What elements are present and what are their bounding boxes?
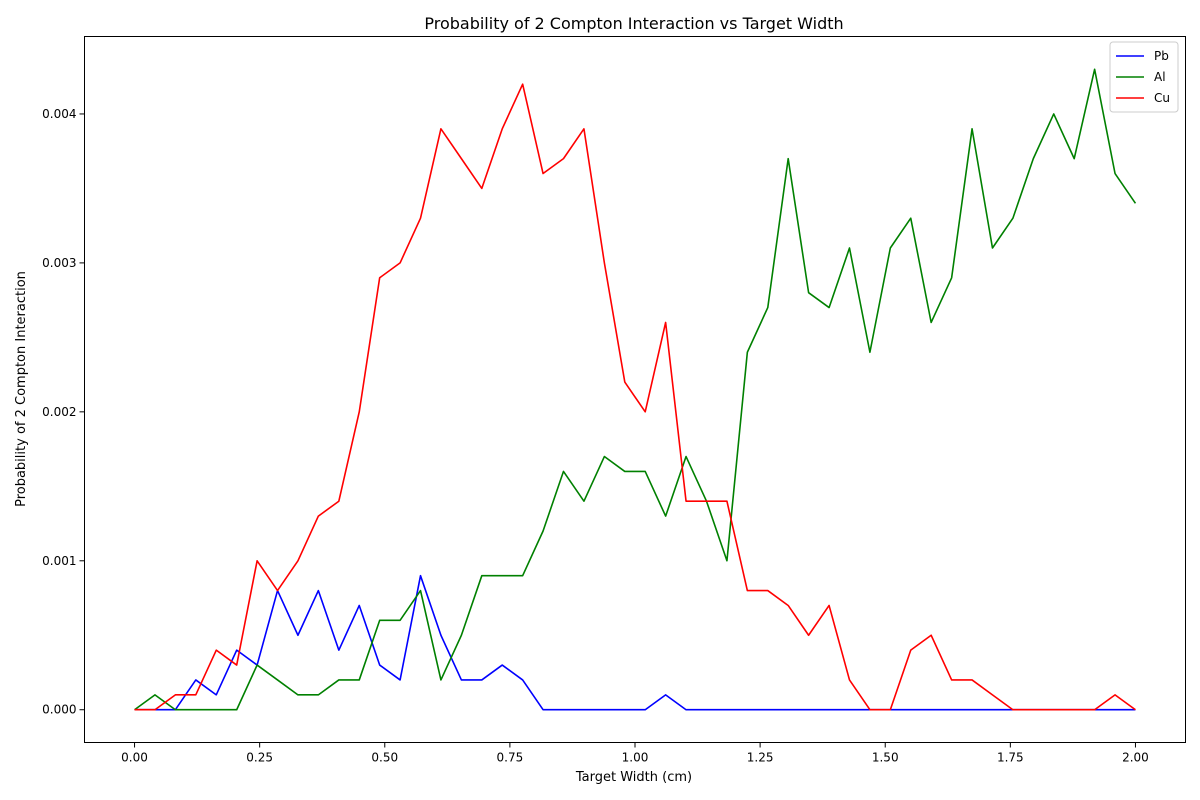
x-tick-label: 1.25 — [747, 751, 774, 765]
x-tick-label: 0.75 — [497, 751, 524, 765]
series-layer — [134, 68, 1137, 711]
y-tick-label: 0.004 — [42, 107, 76, 121]
legend-label-al: Al — [1154, 70, 1166, 84]
chart-title: Probability of 2 Compton Interaction vs … — [424, 14, 843, 33]
legend: Pb Al Cu — [1109, 41, 1179, 113]
x-tick-label: 1.75 — [997, 751, 1024, 765]
series-line-cu — [134, 83, 1136, 711]
legend-label-cu: Cu — [1154, 91, 1170, 105]
series-line-al — [134, 68, 1137, 711]
series-line-pb — [134, 574, 1136, 711]
y-axis-ticks: 0.000 0.001 0.002 0.003 0.004 — [42, 107, 85, 717]
x-tick-label: 2.00 — [1122, 751, 1149, 765]
y-tick-label: 0.001 — [42, 554, 76, 568]
x-tick-label: 0.25 — [246, 751, 273, 765]
y-tick-label: 0.002 — [42, 405, 76, 419]
legend-label-pb: Pb — [1154, 49, 1169, 63]
x-tick-label: 0.00 — [121, 751, 148, 765]
y-tick-label: 0.000 — [42, 703, 76, 717]
x-tick-label: 1.00 — [622, 751, 649, 765]
x-axis-label: Target Width (cm) — [575, 770, 692, 785]
x-axis-ticks: 0.00 0.25 0.50 0.75 1.00 1.25 1.50 1.75 2.00 — [121, 742, 1149, 765]
x-tick-label: 1.50 — [872, 751, 899, 765]
x-tick-label: 0.50 — [371, 751, 398, 765]
y-axis-label: Probability of 2 Compton Interaction — [14, 271, 29, 507]
y-tick-label: 0.003 — [42, 256, 76, 270]
